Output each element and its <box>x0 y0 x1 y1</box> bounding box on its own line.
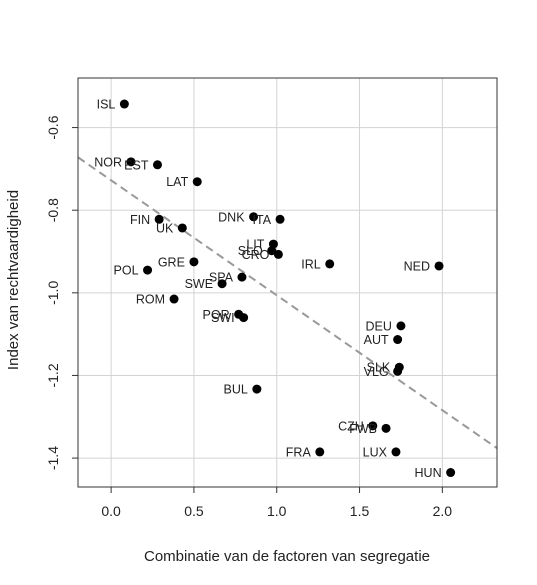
point-label-est: EST <box>124 158 149 172</box>
data-point-ita <box>275 214 285 224</box>
point-label-swe: SWE <box>185 277 213 291</box>
point-label-rom: ROM <box>136 293 165 307</box>
data-point-slo <box>267 246 277 256</box>
data-point-spa <box>237 272 247 282</box>
data-point-lux <box>391 447 401 457</box>
data-point-swe <box>217 279 227 289</box>
point-label-aut: AUT <box>364 333 389 347</box>
trend-line <box>77 156 498 449</box>
y-tick-label: -0.6 <box>45 115 61 139</box>
x-tick-label: 1.0 <box>267 503 287 519</box>
point-label-czh: CZH <box>338 419 364 433</box>
x-tick-label: 0.5 <box>184 503 204 519</box>
point-label-fwb: FWB <box>349 422 377 436</box>
point-label-slo: SLO <box>238 244 263 258</box>
data-point-uk <box>177 223 187 233</box>
y-tick-label: -1.2 <box>45 363 61 387</box>
data-point-pol <box>143 265 153 275</box>
data-point-fra <box>315 447 325 457</box>
point-label-bul: BUL <box>224 383 248 397</box>
point-label-swi: SWI <box>211 311 235 325</box>
data-point-bul <box>252 384 262 394</box>
point-label-fra: FRA <box>286 445 312 459</box>
data-point-nor <box>126 157 136 167</box>
point-label-isl: ISL <box>97 98 116 112</box>
data-points <box>119 99 456 478</box>
point-label-irl: IRL <box>301 257 321 271</box>
data-point-hun <box>446 468 456 478</box>
data-point-czh <box>368 421 378 431</box>
plot-frame <box>77 77 498 488</box>
data-point-fin <box>154 214 164 224</box>
x-tick-label: 0.0 <box>101 503 121 519</box>
point-label-hun: HUN <box>415 466 442 480</box>
point-label-gre: GRE <box>158 255 185 269</box>
point-label-ned: NED <box>404 259 430 273</box>
data-point-est <box>152 160 162 170</box>
point-label-dnk: DNK <box>218 210 245 224</box>
data-point-cro <box>273 249 283 259</box>
x-axis: 0.0 0.5 1.0 1.5 2.0 <box>101 487 452 519</box>
point-label-spa: SPA <box>209 271 234 285</box>
grid <box>78 78 497 487</box>
point-label-nor: NOR <box>94 155 122 169</box>
data-point-lat <box>192 177 202 187</box>
point-label-deu: DEU <box>366 319 392 333</box>
y-tick-label: -0.8 <box>45 198 61 222</box>
point-label-pol: POL <box>114 264 139 278</box>
point-label-slk: SLK <box>367 361 391 375</box>
data-point-rom <box>169 294 179 304</box>
data-point-dnk <box>249 212 259 222</box>
data-point-isl <box>119 99 129 109</box>
y-axis-title: Index van rechtvaardigheid <box>5 190 22 370</box>
data-point-irl <box>325 259 335 269</box>
data-point-swi <box>239 313 249 323</box>
point-label-lux: LUX <box>363 445 388 459</box>
point-label-vlg: VLG <box>364 365 389 379</box>
data-point-fwb <box>381 423 391 433</box>
data-point-gre <box>189 257 199 267</box>
y-tick-label: -1.0 <box>45 281 61 305</box>
point-label-fin: FIN <box>130 213 150 227</box>
data-point-ned <box>434 261 444 271</box>
x-axis-title: Combinatie van de factoren van segregati… <box>144 548 430 565</box>
x-tick-label: 2.0 <box>433 503 453 519</box>
point-label-lit: LIT <box>246 238 264 252</box>
y-axis: -0.6 -0.8 -1.0 -1.2 -1.4 <box>45 115 78 470</box>
point-label-por: POR <box>203 308 230 322</box>
data-point-aut <box>393 335 403 345</box>
x-tick-label: 1.5 <box>350 503 370 519</box>
point-label-lat: LAT <box>166 175 188 189</box>
point-label-cro: CRO <box>242 248 270 262</box>
data-point-vlg <box>393 366 403 376</box>
point-label-ita: ITA <box>253 213 272 227</box>
data-point-deu <box>396 321 406 331</box>
point-label-uk: UK <box>156 221 174 235</box>
y-tick-label: -1.4 <box>45 446 61 470</box>
